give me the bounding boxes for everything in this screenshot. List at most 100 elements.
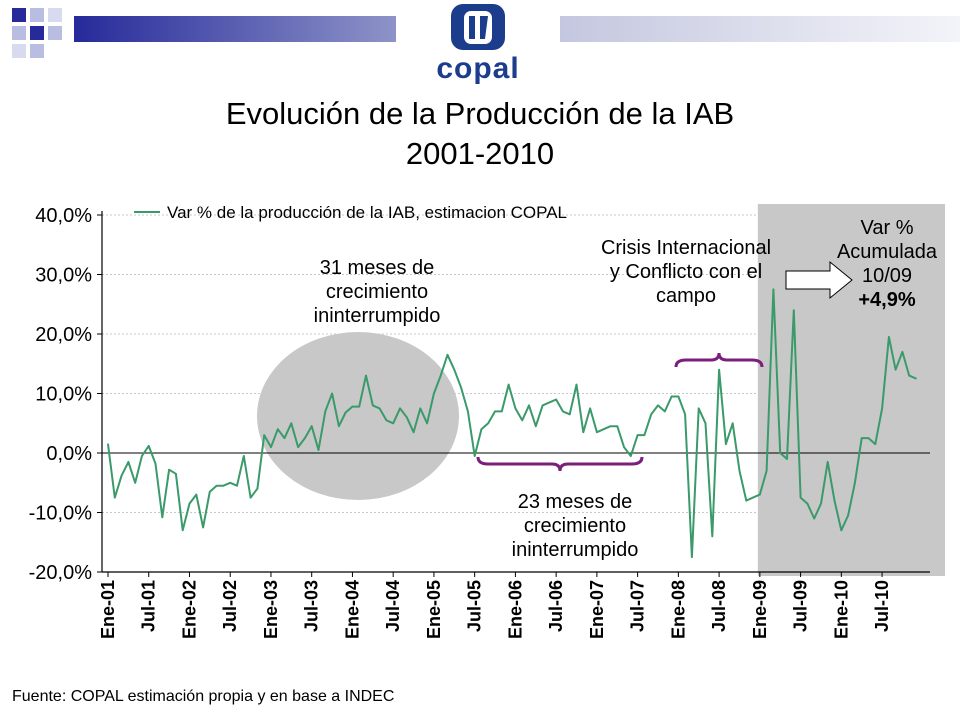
data-point (317, 449, 320, 451)
x-tick-label: Jul-05 (465, 580, 485, 632)
x-tick-label: Ene-01 (98, 580, 118, 639)
y-tick-label: 0,0% (46, 443, 92, 465)
header-bar-right (560, 16, 960, 42)
data-point (786, 458, 788, 460)
data-point (704, 422, 707, 425)
data-point (779, 452, 782, 454)
data-point (209, 490, 211, 493)
x-tick-label: Jul-01 (139, 580, 159, 632)
corner-square-1 (12, 8, 26, 22)
x-tick-label: Jul-08 (709, 580, 729, 632)
production-chart: 40,0%30,0%20,0%10,0%0,0%-10,0%-20,0%Ene-… (29, 203, 945, 639)
x-tick-label: Ene-02 (179, 580, 199, 639)
data-point (663, 410, 666, 413)
right-arrow-icon (785, 260, 853, 300)
data-point (792, 309, 795, 312)
data-point (249, 496, 252, 499)
x-tick-label: Ene-03 (261, 580, 281, 639)
data-point (419, 407, 422, 410)
data-point (840, 529, 843, 532)
data-point (215, 484, 218, 487)
data-point (202, 526, 204, 529)
data-point (616, 425, 619, 428)
data-point (752, 496, 754, 499)
data-point (134, 481, 136, 484)
data-point (453, 368, 456, 371)
data-point (650, 413, 652, 416)
data-point (860, 437, 863, 439)
data-point (385, 419, 388, 422)
x-tick-label: Ene-06 (505, 580, 525, 639)
header-bar-left (74, 16, 396, 42)
data-point (480, 428, 483, 431)
data-point (874, 443, 877, 445)
data-point (881, 407, 883, 410)
data-point (697, 407, 700, 410)
data-point (813, 517, 815, 520)
x-tick-label: Ene-04 (342, 580, 362, 639)
data-point (806, 502, 809, 505)
corner-square-8 (30, 44, 44, 58)
data-point (344, 411, 347, 414)
data-point (548, 401, 551, 404)
data-point (888, 336, 890, 338)
data-point (460, 386, 462, 389)
data-point (602, 428, 605, 431)
corner-square-5 (30, 26, 44, 40)
data-point (439, 374, 442, 377)
data-point (826, 461, 829, 463)
y-tick-label: 30,0% (35, 265, 92, 287)
y-tick-label: 10,0% (35, 384, 92, 406)
data-point (528, 404, 530, 407)
data-point (854, 481, 856, 484)
data-point (833, 499, 836, 502)
data-point (283, 437, 286, 439)
var-line-4: +4,9% (858, 289, 916, 311)
data-point (901, 351, 904, 353)
data-point (338, 425, 340, 428)
data-point (392, 422, 394, 425)
data-point (161, 516, 164, 519)
data-point (820, 502, 822, 505)
x-tick-label: Ene-07 (587, 580, 607, 639)
data-point (718, 368, 720, 371)
annotation-crisis: Crisis Internacional y Conflicto con el … (600, 237, 772, 307)
data-point (582, 431, 585, 433)
y-tick-label: 20,0% (35, 324, 92, 346)
data-point (256, 487, 259, 490)
data-point (243, 455, 245, 457)
data-point (541, 404, 544, 407)
data-point (596, 431, 598, 433)
data-point (562, 410, 564, 413)
x-tick-label: Jul-10 (872, 580, 892, 632)
data-point (141, 455, 143, 457)
x-tick-label: Ene-08 (668, 580, 688, 639)
data-point (467, 410, 469, 413)
data-point (276, 428, 279, 431)
data-point (534, 425, 537, 428)
data-point (847, 514, 849, 517)
data-point (195, 493, 198, 496)
data-point (609, 425, 612, 428)
corner-square-7 (12, 44, 26, 58)
x-tick-label: Ene-10 (831, 580, 851, 639)
data-point (181, 529, 184, 532)
data-point (670, 395, 673, 398)
data-point (229, 481, 232, 484)
x-tick-label: Ene-09 (750, 580, 770, 639)
shaded-region (757, 204, 945, 576)
annotation-31-months: 31 meses de crecimiento ininterrumpido (313, 257, 441, 327)
data-point (487, 422, 490, 425)
data-point (684, 413, 686, 416)
annotation-23-months: 23 meses de crecimiento ininterrumpido (511, 491, 639, 561)
var-line-3: 10/09 (861, 265, 913, 287)
page-subtitle: 2001-2010 (405, 136, 555, 171)
data-point (799, 496, 802, 499)
data-point (304, 437, 306, 439)
x-tick-label: Jul-09 (791, 580, 811, 632)
data-point (765, 470, 768, 472)
data-point (270, 446, 272, 448)
data-point (324, 410, 327, 413)
highlight-ellipse (257, 332, 459, 500)
data-point (711, 535, 714, 538)
